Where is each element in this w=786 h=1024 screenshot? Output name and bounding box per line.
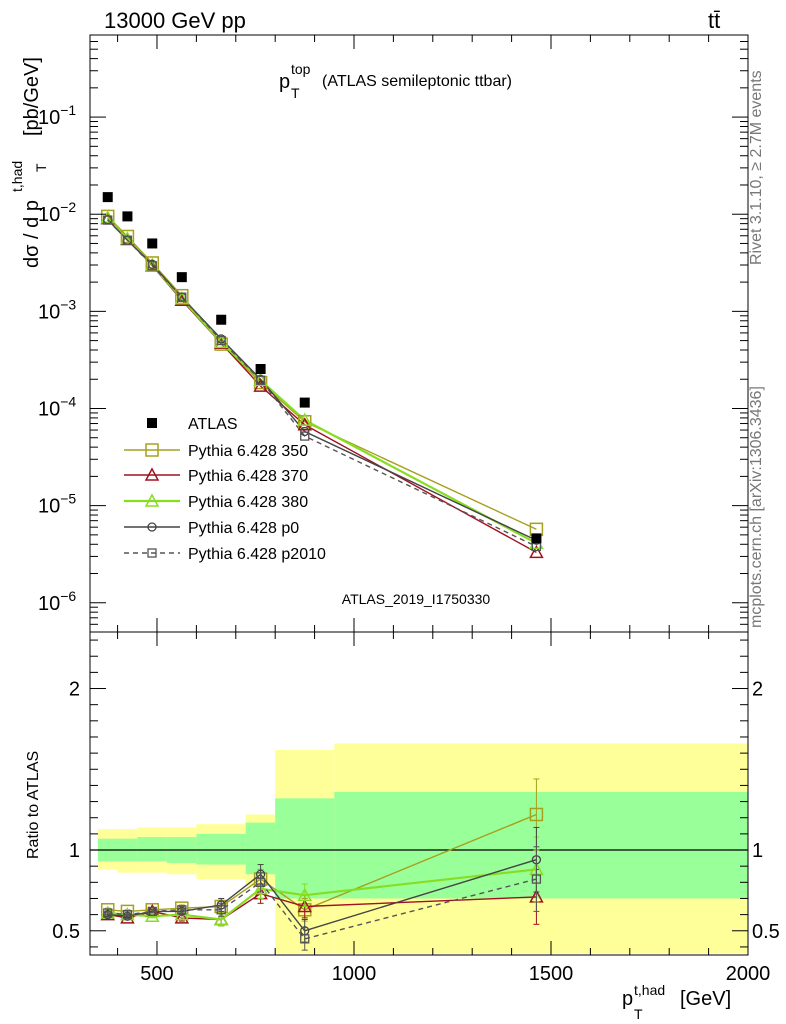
x-axis-title-superscript: t,had — [634, 982, 665, 998]
y-tick-label: 10−3 — [38, 296, 76, 323]
y-axis-title-subscript: T — [33, 163, 49, 172]
data-point-p2010 — [300, 431, 310, 441]
data-point-p2010 — [103, 215, 113, 225]
ratio-frame — [89, 631, 749, 956]
plot-title: ptop T(ATLAS semileptonic ttbar) — [279, 61, 512, 101]
uncertainty-band-inner — [275, 798, 335, 899]
ratio-point-p2010 — [255, 877, 266, 887]
ratio-point-p380 — [253, 881, 268, 895]
ratio-point-p380 — [297, 887, 313, 901]
ratio-y-axis-title: Ratio to ATLAS — [25, 751, 42, 859]
series-line-p2010 — [107, 219, 537, 548]
data-point-atlas — [102, 192, 113, 203]
legend-label-atlas: ATLAS — [188, 416, 238, 433]
legend-marker-p2010 — [147, 548, 157, 558]
data-point-p370 — [297, 417, 313, 431]
ratio-y-tick-label-right: 2 — [752, 679, 763, 701]
legend-marker-p0 — [147, 522, 157, 532]
header-process-label: tt̄ — [708, 8, 720, 33]
data-point-p380 — [253, 372, 268, 387]
data-point-p380 — [174, 291, 190, 305]
data-point-p2010 — [147, 261, 157, 271]
x-tick-label: 2000 — [726, 963, 771, 985]
y-tick-label: 10−2 — [38, 199, 76, 226]
series-line-p0 — [107, 219, 537, 541]
data-point-atlas — [147, 238, 158, 249]
x-axis-title: p — [622, 988, 633, 1010]
ratio-y-tick-label-right: 1 — [752, 840, 763, 862]
ratio-point-p2010 — [177, 905, 187, 915]
legend-marker-p350 — [145, 443, 159, 457]
uncertainty-band-inner — [334, 791, 748, 899]
ratio-y-tick-label-left: 0.5 — [52, 921, 80, 943]
legend-label-p350: Pythia 6.428 350 — [188, 443, 308, 460]
ratio-point-p350 — [529, 807, 544, 822]
data-point-atlas — [216, 314, 227, 325]
main-frame — [89, 34, 749, 633]
y-axis-title-units: [pb/GeV] — [21, 57, 43, 136]
y-tick-label: 10−4 — [38, 393, 76, 420]
legend-label-p380: Pythia 6.428 380 — [188, 494, 308, 511]
ratio-point-p2010 — [216, 905, 226, 915]
data-point-p370 — [529, 544, 544, 559]
mcplots-reference-label: mcplots.cern.ch [arXiv:1306.3436] — [748, 386, 765, 628]
legend-label-p370: Pythia 6.428 370 — [188, 468, 308, 485]
legend-marker-p370 — [144, 467, 160, 481]
data-point-atlas — [531, 533, 542, 544]
main-panel: 10−6 10−5 10−4 10−3 10−2 10−1 ptop T(ATLAS semi… — [9, 34, 749, 633]
y-axis-title-superscript: t,had — [9, 161, 25, 192]
ratio-y-tick-label-right: 0.5 — [752, 921, 780, 943]
series-line-p370 — [107, 218, 537, 554]
data-point-atlas — [122, 211, 133, 222]
series-line-p380 — [106, 216, 537, 545]
data-point-p2010 — [216, 335, 226, 346]
series-line-p350 — [107, 215, 537, 530]
data-point-p2010 — [255, 375, 266, 385]
uncertainty-band-inner — [196, 833, 246, 865]
legend-label-p2010: Pythia 6.428 p2010 — [188, 546, 326, 563]
y-tick-label: 10−6 — [38, 588, 76, 615]
x-axis-title-subscript: T — [634, 1006, 643, 1022]
y-axis-title: dσ / d p — [21, 200, 43, 268]
y-tick-label: 10−5 — [38, 491, 76, 518]
ratio-point-p380 — [213, 911, 229, 926]
y-tick-label: 10−1 — [38, 102, 76, 129]
data-point-p380 — [297, 412, 313, 426]
data-point-atlas — [176, 272, 187, 283]
header-energy-label: 13000 GeV pp — [104, 8, 246, 33]
ratio-point-p2010 — [122, 909, 133, 920]
ratio-y-tick-label-left: 1 — [69, 840, 80, 862]
ratio-point-p2010 — [531, 874, 542, 884]
legend-marker-atlas — [147, 418, 157, 428]
x-tick-label: 1000 — [332, 963, 377, 985]
x-axis-title-units: [GeV] — [680, 988, 731, 1010]
data-point-p2010 — [122, 235, 133, 245]
analysis-watermark: ATLAS_2019_I1750330 — [342, 591, 491, 607]
legend-marker-p380 — [144, 493, 160, 507]
data-point-atlas — [255, 364, 266, 375]
ratio-panel: 0.5 0.5 1 1 2 2 500 1000 1500 2000 Ratio to ATLAS p… — [25, 631, 780, 1022]
uncertainty-band-inner — [137, 837, 167, 862]
data-point-atlas — [299, 397, 310, 408]
x-tick-label: 500 — [140, 963, 173, 985]
x-tick-label: 1500 — [529, 963, 574, 985]
ratio-point-p2010 — [147, 906, 157, 917]
legend-label-p0: Pythia 6.428 p0 — [188, 520, 299, 537]
ratio-point-p2010 — [103, 908, 113, 918]
data-point-p350 — [120, 229, 135, 244]
data-point-p2010 — [177, 292, 187, 302]
ratio-y-tick-label-left: 2 — [69, 679, 80, 701]
ratio-line-p2010 — [107, 878, 537, 940]
rivet-version-label: Rivet 3.1.10, ≥ 2.7M events — [748, 70, 765, 265]
ratio-point-p2010 — [300, 934, 310, 944]
